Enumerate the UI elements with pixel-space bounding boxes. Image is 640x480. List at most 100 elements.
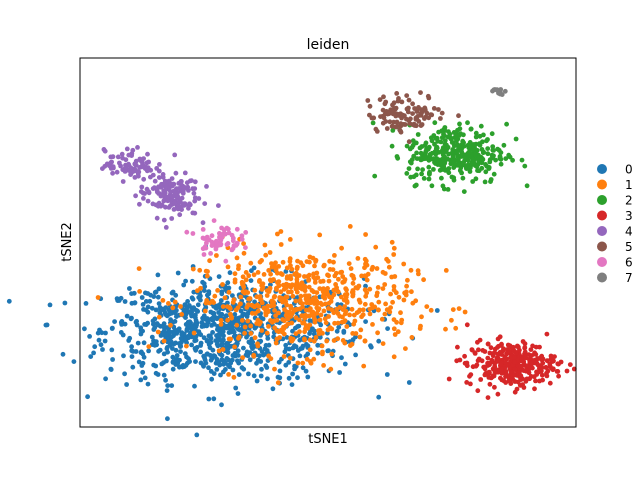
scatter-point: [507, 349, 513, 355]
scatter-point: [200, 220, 206, 226]
scatter-point: [391, 245, 397, 251]
scatter-point: [252, 299, 257, 305]
scatter-point: [129, 344, 135, 350]
scatter-point: [416, 271, 421, 277]
scatter-point: [428, 307, 434, 313]
scatter-point: [170, 366, 176, 372]
scatter-point: [307, 337, 313, 343]
scatter-point: [120, 179, 126, 184]
scatter-point: [290, 328, 295, 334]
scatter-point: [182, 302, 188, 308]
scatter-point: [277, 368, 283, 374]
scatter-point: [395, 98, 401, 104]
scatter-point: [349, 306, 355, 312]
scatter-point: [555, 369, 561, 374]
scatter-point: [206, 291, 211, 297]
scatter-point: [289, 266, 295, 272]
scatter-point: [218, 298, 224, 303]
scatter-point: [264, 330, 270, 336]
scatter-point: [256, 321, 262, 327]
scatter-point: [353, 352, 358, 358]
scatter-point: [342, 311, 348, 317]
scatter-point: [198, 285, 204, 291]
scatter-point: [340, 314, 345, 320]
scatter-point: [370, 305, 376, 311]
scatter-point: [155, 294, 161, 300]
scatter-point: [169, 334, 175, 340]
scatter-point: [204, 240, 209, 246]
scatter-point: [337, 370, 342, 375]
scatter-point: [419, 171, 424, 177]
scatter-point: [201, 288, 207, 293]
scatter-point: [455, 161, 461, 167]
scatter-point: [393, 113, 399, 119]
scatter-point: [511, 348, 517, 354]
scatter-point: [176, 186, 182, 191]
scatter-point: [333, 282, 338, 287]
scatter-point: [482, 179, 488, 185]
scatter-point: [293, 315, 299, 321]
scatter-point: [433, 146, 439, 151]
scatter-point: [180, 201, 186, 207]
scatter-point: [524, 183, 530, 189]
scatter-point: [438, 139, 444, 145]
scatter-point: [126, 152, 132, 158]
scatter-point: [281, 318, 287, 324]
scatter-point: [308, 306, 313, 311]
scatter-point: [130, 147, 136, 153]
scatter-point: [489, 131, 495, 137]
scatter-point: [518, 363, 524, 369]
scatter-point: [144, 186, 150, 192]
scatter-point: [402, 290, 407, 296]
scatter-point: [487, 350, 493, 356]
scatter-point: [182, 351, 188, 356]
scatter-point: [391, 317, 397, 322]
scatter-point: [297, 306, 303, 312]
scatter-point: [295, 348, 301, 353]
scatter-point: [273, 340, 279, 346]
scatter-point: [184, 180, 190, 186]
scatter-point: [187, 309, 192, 315]
scatter-point: [139, 349, 144, 355]
scatter-point: [446, 151, 451, 157]
scatter-point: [485, 370, 491, 375]
scatter-point: [384, 126, 390, 131]
scatter-point: [313, 335, 319, 340]
scatter-point: [212, 293, 218, 299]
scatter-point: [87, 334, 92, 339]
scatter-point: [362, 256, 368, 262]
scatter-point: [114, 169, 120, 175]
scatter-point: [216, 332, 221, 338]
scatter-point: [321, 363, 326, 368]
scatter-point: [457, 126, 463, 132]
scatter-point: [383, 301, 388, 307]
scatter-point: [255, 302, 260, 308]
scatter-point: [311, 271, 316, 277]
scatter-point: [230, 367, 236, 373]
scatter-point: [278, 242, 284, 247]
scatter-point: [512, 359, 517, 365]
scatter-point: [418, 150, 424, 156]
scatter-point: [435, 159, 440, 165]
scatter-point: [449, 174, 455, 180]
scatter-point: [161, 338, 167, 344]
scatter-point: [248, 323, 254, 329]
scatter-point: [498, 362, 504, 367]
scatter-point: [389, 123, 395, 129]
scatter-point: [258, 373, 264, 379]
scatter-point: [251, 373, 257, 379]
scatter-point: [217, 234, 222, 240]
scatter-point: [492, 369, 498, 375]
scatter-point: [363, 319, 368, 324]
scatter-point: [267, 250, 273, 255]
scatter-point: [299, 280, 305, 286]
scatter-point: [145, 381, 151, 387]
scatter-point: [122, 299, 128, 304]
scatter-point: [362, 338, 368, 344]
scatter-point: [223, 314, 229, 320]
scatter-point: [497, 154, 503, 159]
scatter-point: [302, 337, 307, 343]
scatter-point: [333, 270, 339, 276]
scatter-point: [527, 356, 533, 362]
scatter-point: [385, 326, 390, 331]
